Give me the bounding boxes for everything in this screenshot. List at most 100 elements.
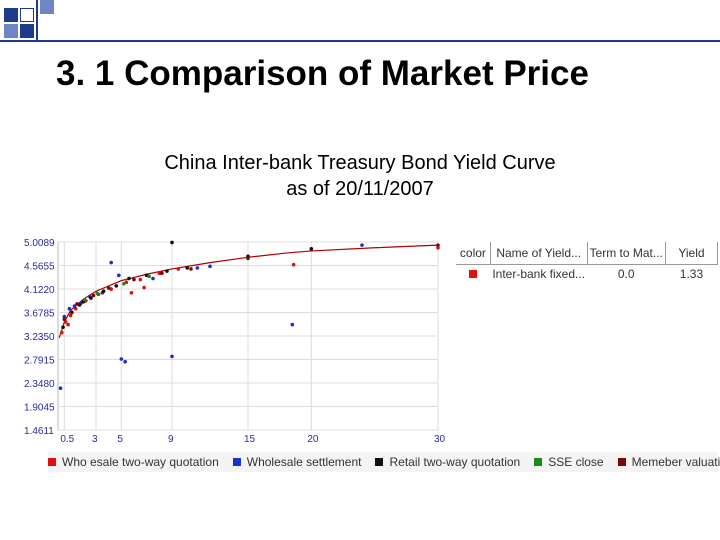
y-tick-label: 4.1220 [24,285,55,296]
data-point [170,354,174,359]
y-tick-label: 3.6785 [24,309,55,320]
y-tick-label: 1.9045 [24,403,55,414]
decor-vertical-line [36,0,38,40]
data-point [189,267,193,271]
data-point [309,247,314,251]
data-point [160,271,164,276]
y-tick-label: 2.7915 [24,356,55,367]
data-point [119,357,124,361]
chart-title-line-1: China Inter-bank Treasury Bond Yield Cur… [164,152,556,174]
table-header-term[interactable]: Term to Mat... [586,242,666,265]
data-point [129,291,134,295]
legend-label: Wholesale settlement [246,455,362,469]
x-tick-label: 30 [434,434,446,445]
data-point [123,359,127,364]
data-point [58,386,63,390]
data-point [127,276,131,281]
data-point [122,282,126,286]
data-point [147,274,151,279]
x-tick-label: 3 [92,434,98,445]
y-tick-label: 4.5655 [24,262,55,273]
data-point [66,322,70,327]
data-point [62,317,67,322]
table-header-row: color Name of Yield... Term to Mat... Yi… [456,242,719,265]
slide-title: 3. 1 Comparison of Market Price [56,54,589,93]
table-header-name[interactable]: Name of Yield... [489,242,588,265]
legend-label: Retail two-way quotation [389,455,521,469]
data-point [360,243,364,247]
chart-legend: Who esale two-way quotation Wholesale se… [48,452,720,472]
data-point [101,289,106,294]
data-point [138,277,143,282]
data-point [91,293,96,298]
data-point [176,267,181,271]
data-point [170,240,174,245]
y-tick-label: 2.3480 [24,379,55,390]
data-point [75,302,79,306]
chart-title: China Inter-bank Treasury Bond Yield Cur… [60,150,660,202]
data-point [114,284,119,288]
data-point [67,306,72,311]
table-cell-color [456,265,490,284]
decor-square-3 [40,0,54,14]
data-point [291,262,296,267]
decor-square-1 [4,8,18,22]
x-tick-label: 9 [168,434,174,445]
legend-item-retail-quotation: Retail two-way quotation [375,455,520,469]
chart-title-line-2: as of 20/11/2007 [286,178,434,200]
table-header-yield[interactable]: Yield [664,242,719,265]
table-header-color[interactable]: color [456,242,491,265]
decor-square-4 [20,24,34,38]
row-color-swatch [469,270,478,278]
yield-curve-chart: 5.0089 4.5655 4.1220 3.6785 3.2350 2.7915 2.34… [24,238,446,445]
table-row[interactable]: Inter-bank fixed... 0.0 1.33 [456,265,718,284]
data-point [117,273,121,278]
data-point [106,286,111,290]
data-point [436,243,440,247]
data-point [165,269,169,273]
yield-table: color Name of Yield... Term to Mat... Yi… [456,242,719,284]
data-point [246,256,250,261]
legend-swatch-icon [375,458,384,466]
table-cell-term: 0.0 [617,267,635,281]
x-tick-label: 20 [307,434,319,445]
data-point [82,297,87,302]
decor-square-2 [20,8,34,22]
data-point [61,325,65,330]
y-tick-label: 5.0089 [24,238,55,249]
legend-item-member-valuations: Memeber valuations [617,455,720,469]
y-tick-label: 1.4611 [24,426,54,437]
yield-table-panel: color Name of Yield... Term to Mat... Yi… [456,242,719,432]
data-point [436,245,440,250]
data-point [290,322,295,327]
table-cell-yield: 1.33 [679,267,704,281]
y-tick-label: 3.2350 [24,332,55,343]
data-point [109,260,113,265]
legend-item-sse-close: SSE close [534,455,604,469]
legend-label: SSE close [548,455,604,469]
data-point [185,266,189,270]
data-point [142,285,146,290]
data-point [132,277,136,282]
data-point [195,266,200,270]
data-point [208,264,212,269]
data-point [60,330,64,335]
data-point [72,304,77,308]
legend-swatch-icon [617,458,626,466]
legend-label: Who esale two-way quotation [62,455,219,469]
decor-horizontal-line [0,40,720,42]
legend-label: Memeber valuations [631,455,720,469]
legend-swatch-icon [534,458,543,466]
data-point [157,271,162,276]
data-point [95,291,100,296]
legend-swatch-icon [48,458,56,466]
chart-panel: 5.0089 4.5655 4.1220 3.6785 3.2350 2.7915 2.34… [18,234,718,480]
decor-square-5 [4,24,18,38]
x-tick-label: 15 [244,434,256,445]
data-point [89,296,93,300]
data-point [151,276,155,281]
legend-item-wholesale-quotation: Who esale two-way quotation [48,455,219,469]
data-point [70,310,74,315]
data-point [68,313,73,318]
data-point [62,314,67,319]
